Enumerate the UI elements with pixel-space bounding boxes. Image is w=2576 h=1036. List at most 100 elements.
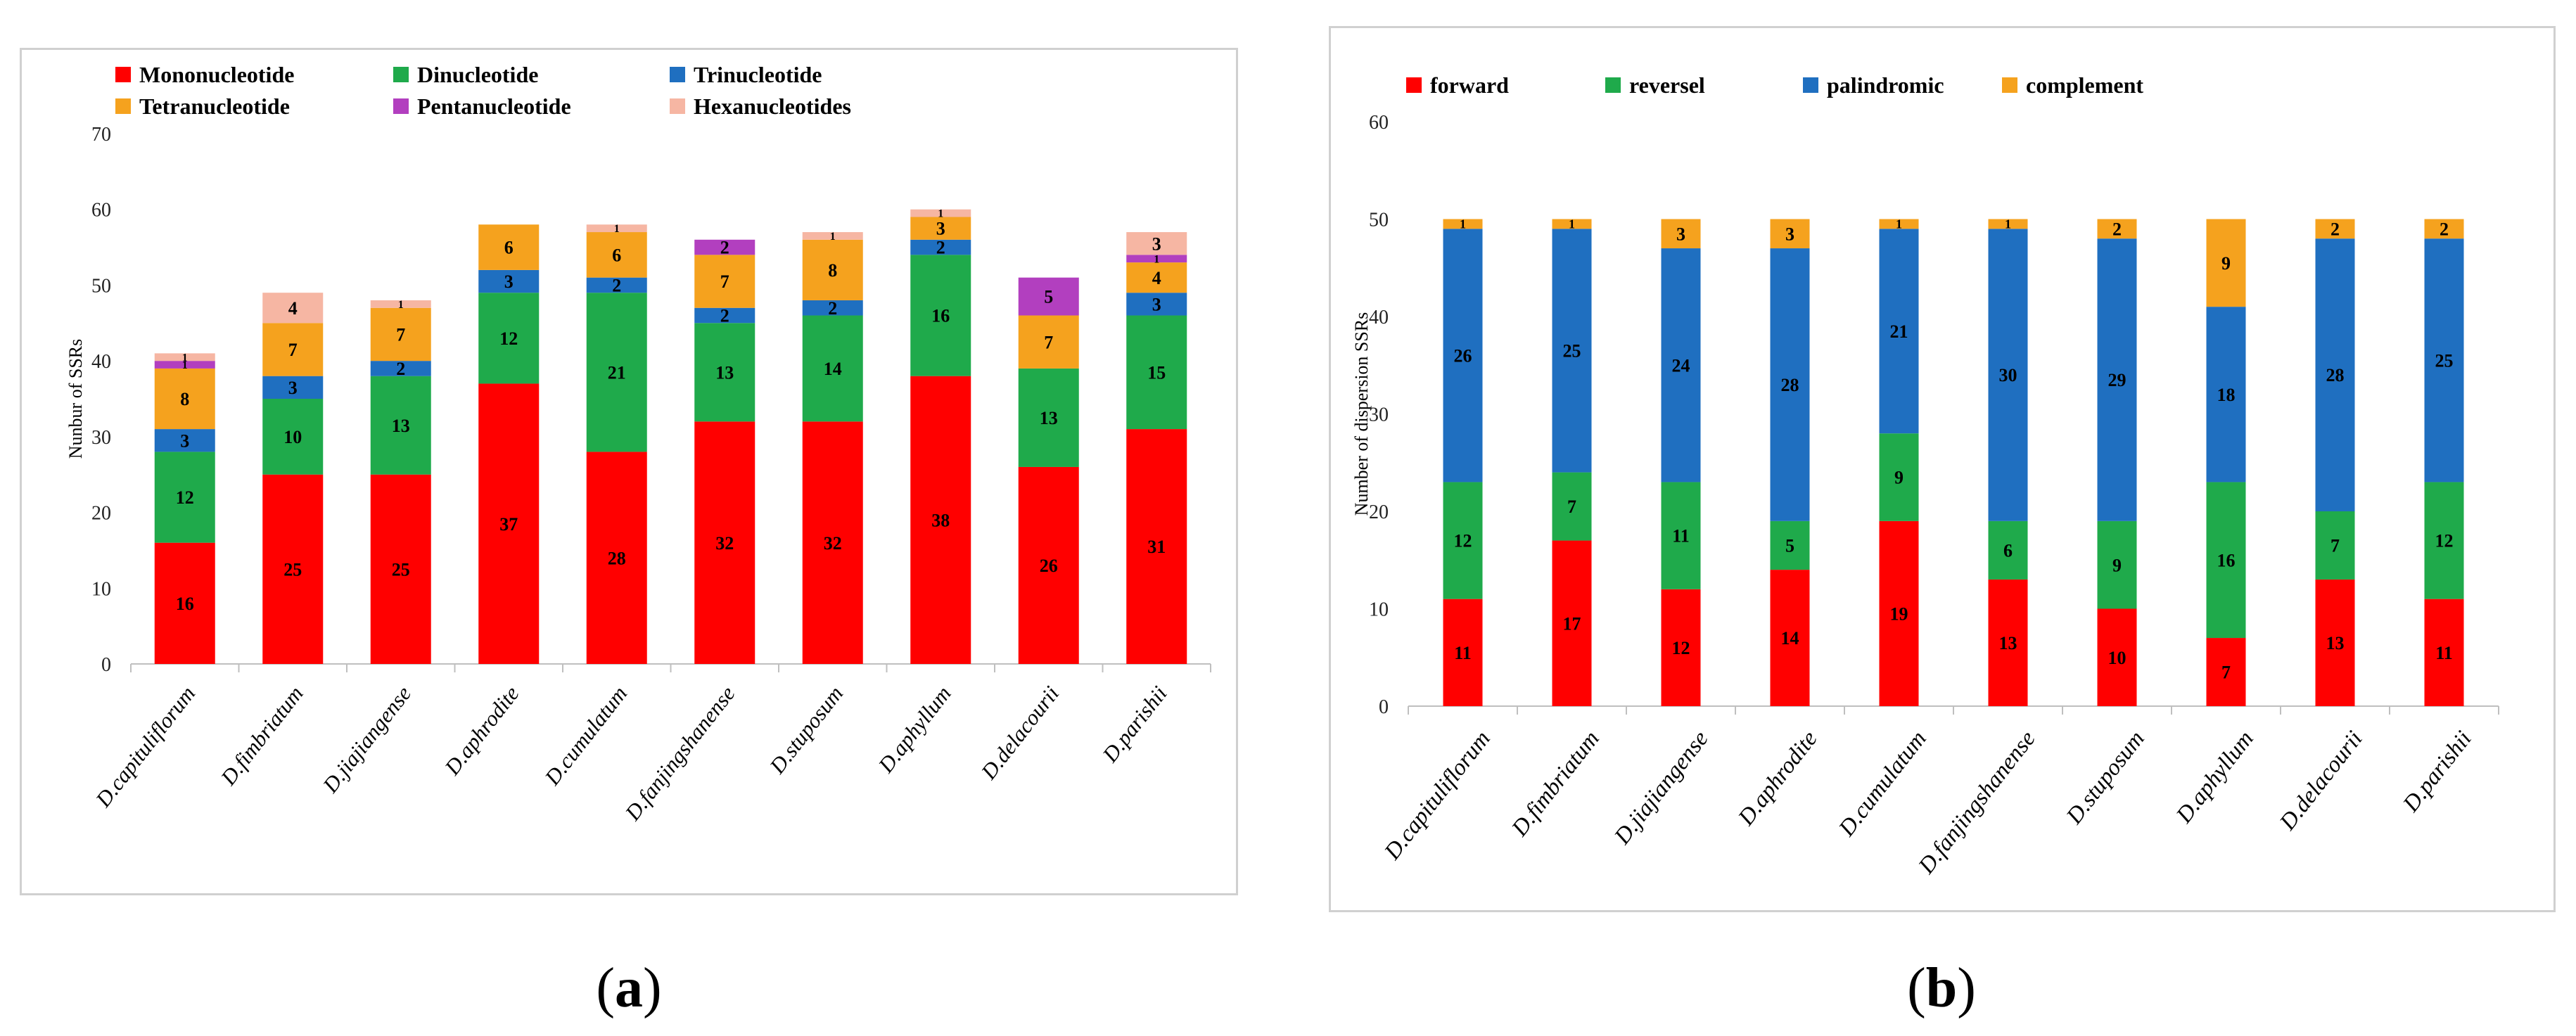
chart-b-bar-palindromic-d-aphrodite — [1770, 248, 1810, 521]
chart-a-bar-mononucleotide-d-stuposum — [802, 421, 863, 664]
chart-b-bar-forward-d-delacourii — [2315, 579, 2355, 706]
chart-b-data-label-forward-d-delacourii: 13 — [2326, 633, 2345, 653]
chart-a-data-label-dinucleotide-d-aphyllum: 16 — [931, 306, 950, 326]
chart-a-y-tick-label-10: 10 — [91, 578, 111, 600]
chart-b-svg: Number of dispersion SSRs010203040506011… — [1351, 72, 2499, 879]
chart-a-bar-trinucleotide-d-jiajiangense — [370, 361, 431, 376]
chart-a-bar-pentanucleotide-d-parishii — [1126, 255, 1187, 263]
chart-a-legend-swatch-tetranucleotide — [115, 98, 131, 114]
chart-b-bar-reversel-d-delacourii — [2315, 511, 2355, 580]
chart-b-x-tick-label-d-fimbriatum: D.fimbriatum — [1507, 727, 1605, 842]
chart-a-bar-hexanucleotides-d-stuposum — [802, 232, 863, 240]
chart-a-data-label-dinucleotide-d-aphrodite: 12 — [499, 328, 518, 349]
chart-a-bar-mononucleotide-d-jiajiangense — [370, 474, 431, 664]
chart-a-data-label-hexanucleotides-d-parishii: 3 — [1152, 234, 1161, 254]
chart-b-y-tick-label-20: 20 — [1369, 501, 1389, 523]
chart-a-data-label-tetranucleotide-d-fimbriatum: 7 — [288, 340, 298, 360]
chart-a-bar-dinucleotide-d-parishii — [1126, 315, 1187, 430]
chart-b-bar-forward-d-aphyllum — [2206, 638, 2246, 706]
chart-b-data-label-reversel-d-fanjingshanense: 6 — [2003, 541, 2013, 561]
chart-a-bar-hexanucleotides-d-jiajiangense — [370, 300, 431, 308]
chart-b-data-label-palindromic-d-delacourii: 28 — [2326, 365, 2345, 385]
chart-a-data-label-mononucleotide-d-cumulatum: 28 — [608, 548, 626, 568]
chart-a-data-label-mononucleotide-d-stuposum: 32 — [824, 533, 842, 554]
chart-a-data-label-mononucleotide-d-jiajiangense: 25 — [392, 559, 410, 580]
chart-b-bar-reversel-d-jiajiangense — [1661, 482, 1701, 589]
chart-b-data-label-palindromic-d-cumulatum: 21 — [1890, 321, 1908, 342]
chart-a-bar-dinucleotide-d-jiajiangense — [370, 376, 431, 475]
chart-a-bar-mononucleotide-d-cumulatum — [586, 452, 647, 664]
chart-a-y-tick-label-30: 30 — [91, 427, 111, 449]
chart-a-bar-mononucleotide-d-fanjingshanense — [694, 421, 755, 664]
chart-b-bar-complement-d-fanjingshanense — [1988, 219, 2028, 229]
chart-b-x-tick-label-d-aphrodite: D.aphrodite — [1733, 727, 1823, 831]
chart-b-data-label-complement-d-capituliflorum: 1 — [1460, 217, 1466, 231]
caption-b: (b) — [1907, 957, 1976, 1019]
chart-a-data-label-hexanucleotides-d-cumulatum: 1 — [614, 223, 620, 235]
chart-a-data-label-mononucleotide-d-capituliflorum: 16 — [176, 594, 194, 614]
chart-b-bar-complement-d-stuposum — [2097, 219, 2137, 239]
chart-b-bar-reversel-d-fanjingshanense — [1988, 520, 2028, 580]
chart-b-bar-forward-d-capituliflorum — [1443, 599, 1483, 706]
chart-a-x-tick-label-d-parishii: D.parishii — [1097, 682, 1172, 767]
chart-a-data-label-mononucleotide-d-aphyllum: 38 — [931, 510, 950, 530]
chart-a-legend-label-dinucleotide: Dinucleotide — [417, 62, 538, 87]
chart-b-data-label-complement-d-aphyllum: 9 — [2221, 253, 2231, 274]
chart-b-x-tick-label-d-parishii: D.parishii — [2398, 727, 2477, 817]
chart-panel-a: Nunbur of SSRs 0 10 20 30 40 50 60 70 16 12 3 8 1 1 D.c… — [20, 48, 1238, 895]
chart-b-bar-reversel-d-aphyllum — [2206, 482, 2246, 639]
chart-a-legend-label-mononucleotide: Mononucleotide — [139, 62, 294, 87]
chart-a-bar-mononucleotide-d-parishii — [1126, 429, 1187, 664]
chart-a-bar-dinucleotide-d-aphyllum — [910, 255, 971, 376]
chart-b-bar-complement-d-fimbriatum — [1552, 219, 1592, 229]
chart-a-bar-pentanucleotide-d-capituliflorum — [154, 361, 215, 369]
chart-b-y-tick-label-60: 60 — [1369, 112, 1389, 134]
chart-a-bar-mononucleotide-d-fimbriatum — [262, 474, 324, 664]
chart-b-bar-palindromic-d-fimbriatum — [1552, 229, 1592, 473]
chart-b-bar-palindromic-d-stuposum — [2097, 238, 2137, 521]
chart-a-legend-label-pentanucleotide: Pentanucleotide — [417, 94, 571, 119]
chart-b-data-label-reversel-d-stuposum: 9 — [2112, 555, 2122, 575]
chart-b-y-tick-label-10: 10 — [1369, 599, 1389, 621]
chart-a-data-label-hexanucleotides-d-stuposum: 1 — [830, 231, 836, 243]
chart-b-data-label-forward-d-parishii: 11 — [2435, 643, 2453, 663]
chart-a-data-label-dinucleotide-d-jiajiangense: 13 — [392, 416, 410, 436]
chart-b-bar-reversel-d-parishii — [2424, 482, 2464, 599]
chart-b-data-label-complement-d-delacourii: 2 — [2330, 219, 2340, 239]
chart-a-x-tick-label-d-fimbriatum: D.fimbriatum — [215, 682, 308, 791]
chart-b-data-label-forward-d-fimbriatum: 17 — [1563, 613, 1581, 634]
chart-a-data-label-mononucleotide-d-parishii: 31 — [1147, 537, 1166, 557]
chart-a-bar-tetranucleotide-d-fimbriatum — [262, 323, 324, 376]
chart-a-data-label-tetranucleotide-d-stuposum: 8 — [828, 260, 837, 281]
chart-b-legend-swatch-complement — [2002, 77, 2017, 93]
chart-b-x-tick-label-d-stuposum: D.stuposum — [2061, 727, 2150, 829]
chart-a-bar-trinucleotide-d-parishii — [1126, 293, 1187, 316]
chart-a-data-label-trinucleotide-d-parishii: 3 — [1152, 294, 1161, 314]
chart-a-data-label-trinucleotide-d-cumulatum: 2 — [612, 276, 621, 296]
chart-a-y-tick-label-20: 20 — [91, 503, 111, 525]
chart-b-data-label-palindromic-d-fanjingshanense: 30 — [1999, 365, 2017, 385]
chart-b-data-label-forward-d-stuposum: 10 — [2108, 648, 2127, 668]
chart-a-legend-label-trinucleotide: Trinucleotide — [694, 62, 822, 87]
chart-a-data-label-mononucleotide-d-aphrodite: 37 — [499, 514, 518, 535]
chart-a-bar-trinucleotide-d-stuposum — [802, 300, 863, 316]
chart-b-bar-reversel-d-fimbriatum — [1552, 472, 1592, 541]
caption-a-letter: a — [615, 957, 643, 1019]
chart-b-bar-complement-d-jiajiangense — [1661, 219, 1701, 249]
chart-b-bar-forward-d-stuposum — [2097, 608, 2137, 706]
chart-a-data-label-trinucleotide-d-fanjingshanense: 2 — [720, 306, 729, 326]
chart-b-data-label-reversel-d-aphyllum: 16 — [2217, 550, 2236, 570]
chart-b-bar-complement-d-cumulatum — [1879, 219, 1919, 229]
chart-a-x-tick-label-d-jiajiangense: D.jiajiangense — [317, 682, 416, 798]
chart-b-bar-palindromic-d-capituliflorum — [1443, 229, 1483, 482]
chart-a-bar-mononucleotide-d-aphyllum — [910, 376, 971, 664]
chart-b-data-label-forward-d-aphrodite: 14 — [1781, 628, 1799, 648]
chart-b-data-label-reversel-d-cumulatum: 9 — [1894, 468, 1904, 488]
chart-a-legend-swatch-mononucleotide — [115, 67, 131, 82]
chart-a-bar-trinucleotide-d-fanjingshanense — [694, 307, 755, 324]
chart-b-data-label-reversel-d-jiajiangense: 11 — [1672, 526, 1690, 546]
chart-a-y-tick-label-50: 50 — [91, 275, 111, 297]
caption-a: (a) — [596, 957, 662, 1019]
chart-a-data-label-tetranucleotide-d-aphrodite: 6 — [504, 238, 514, 258]
chart-a-x-tick-label-d-cumulatum: D.cumulatum — [540, 682, 632, 791]
